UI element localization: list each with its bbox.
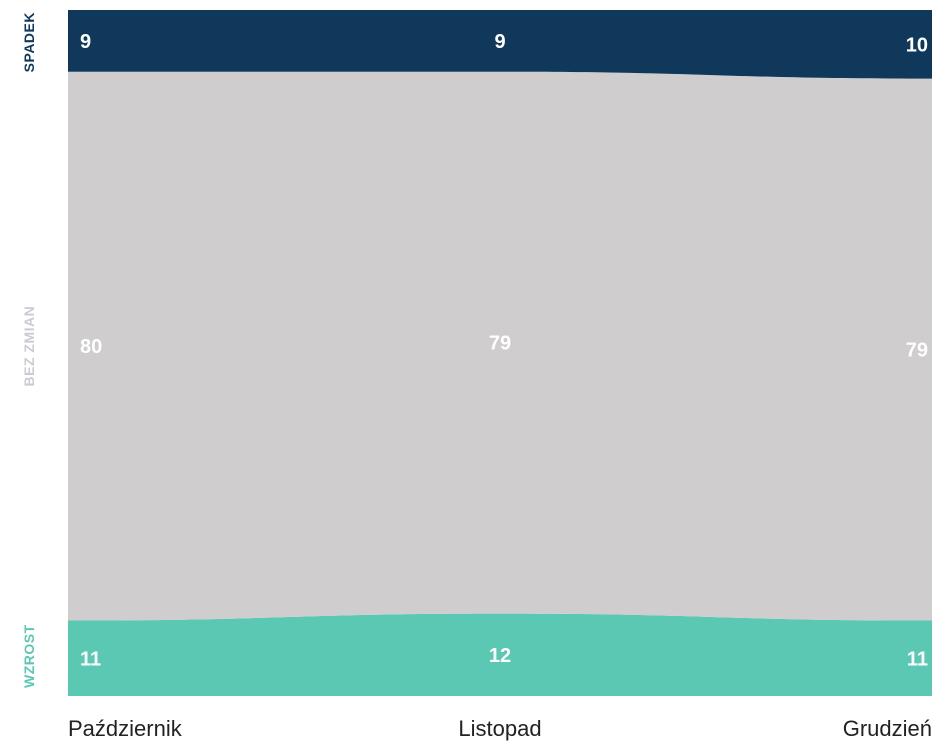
x-axis-ticks: Październik Listopad Grudzień [68,716,932,741]
legend-label-bez-zmian: BEZ ZMIAN [21,306,37,387]
legend-label-wzrost: WZROST [21,624,37,688]
area-layers [68,10,932,696]
data-label-bez-zmian-2: 79 [906,340,928,362]
area-spadek [68,10,932,79]
legend: WZROST BEZ ZMIAN SPADEK [21,12,37,688]
x-tick-label-0: Październik [68,716,183,741]
x-tick-label-1: Listopad [458,716,541,741]
data-label-bez-zmian-1: 79 [489,333,511,355]
data-labels: 11 12 11 80 79 79 9 9 10 [80,31,928,670]
data-label-spadek-1: 9 [494,31,505,53]
area-bez-zmian [68,71,932,621]
data-label-wzrost-2: 11 [907,648,928,670]
area-wzrost [68,613,932,696]
data-label-spadek-0: 9 [80,31,91,53]
data-label-spadek-2: 10 [906,34,928,56]
data-label-bez-zmian-0: 80 [80,336,102,358]
x-tick-label-2: Grudzień [843,716,932,741]
data-label-wzrost-1: 12 [489,645,511,667]
data-label-wzrost-0: 11 [80,648,101,670]
legend-label-spadek: SPADEK [21,12,37,72]
